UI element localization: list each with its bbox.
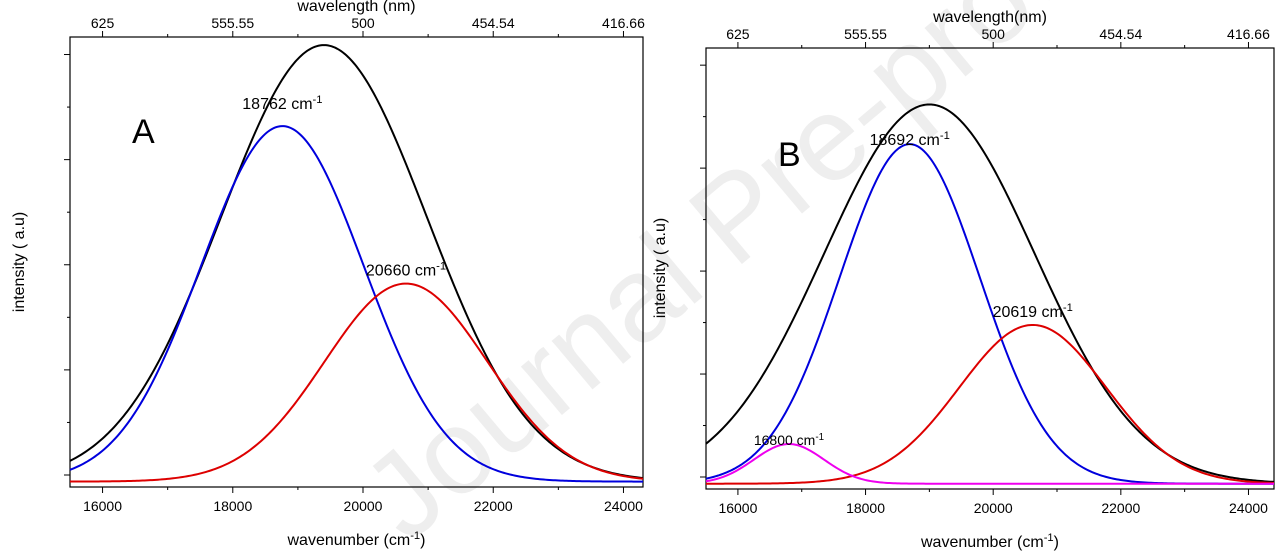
top-tick-label: 500 [982,26,1006,42]
top-tick-label: 416.66 [1227,26,1270,42]
top-axis-title: wavelength(nm) [932,9,1047,26]
series-line-0 [69,44,644,480]
x-axis-title: wavenumber (cm-1) [920,532,1059,551]
panel-letter: A [132,113,155,151]
top-tick-label: 625 [91,15,115,31]
x-tick-label: 18000 [213,498,252,514]
panel-letter: B [778,136,801,174]
x-tick-label: 22000 [1101,500,1140,516]
x-tick-label: 22000 [474,498,513,514]
top-tick-label: 555.55 [844,26,887,42]
series-line-3 [705,443,1274,485]
peak-label-1: 20619 cm-1 [993,302,1073,321]
top-tick-label: 625 [726,26,750,42]
x-tick-label: 24000 [1229,500,1268,516]
y-axis-title: intensity ( a.u) [11,212,28,312]
x-axis-title: wavenumber (cm-1) [287,530,426,549]
top-tick-label: 454.54 [472,15,515,31]
x-tick-label: 16000 [718,500,757,516]
x-tick-label: 16000 [83,498,122,514]
top-tick-label: 416.66 [602,15,645,31]
x-tick-label: 20000 [974,500,1013,516]
top-tick-label: 555.55 [211,15,254,31]
x-tick-label: 20000 [344,498,383,514]
series-line-2 [706,323,1275,485]
top-axis-title: wavelength (nm) [296,0,415,15]
watermark-text: Journal Pre-proof [338,0,1135,556]
panel-b: 16000 18000 20000 22000 24000 625 555.55 500 454… [652,9,1275,551]
top-tick-label: 454.54 [1099,26,1142,42]
y-axis-title: intensity ( a.u) [652,218,669,318]
x-tick-label: 18000 [846,500,885,516]
peak-label-0: 18692 cm-1 [870,130,950,149]
peak-label-1: 20660 cm-1 [366,261,446,280]
peak-label-0: 18762 cm-1 [242,94,322,113]
peak-label-2: 16800 cm-1 [754,431,824,448]
x-tick-label: 24000 [604,498,643,514]
series-line-2 [70,282,644,483]
top-tick-label: 500 [351,15,375,31]
plot-frame [69,36,644,488]
plot-frame [705,47,1275,490]
panel-a: 16000 18000 20000 22000 24000 625 555.55 500 454… [11,0,645,549]
series-line-1 [69,125,643,483]
